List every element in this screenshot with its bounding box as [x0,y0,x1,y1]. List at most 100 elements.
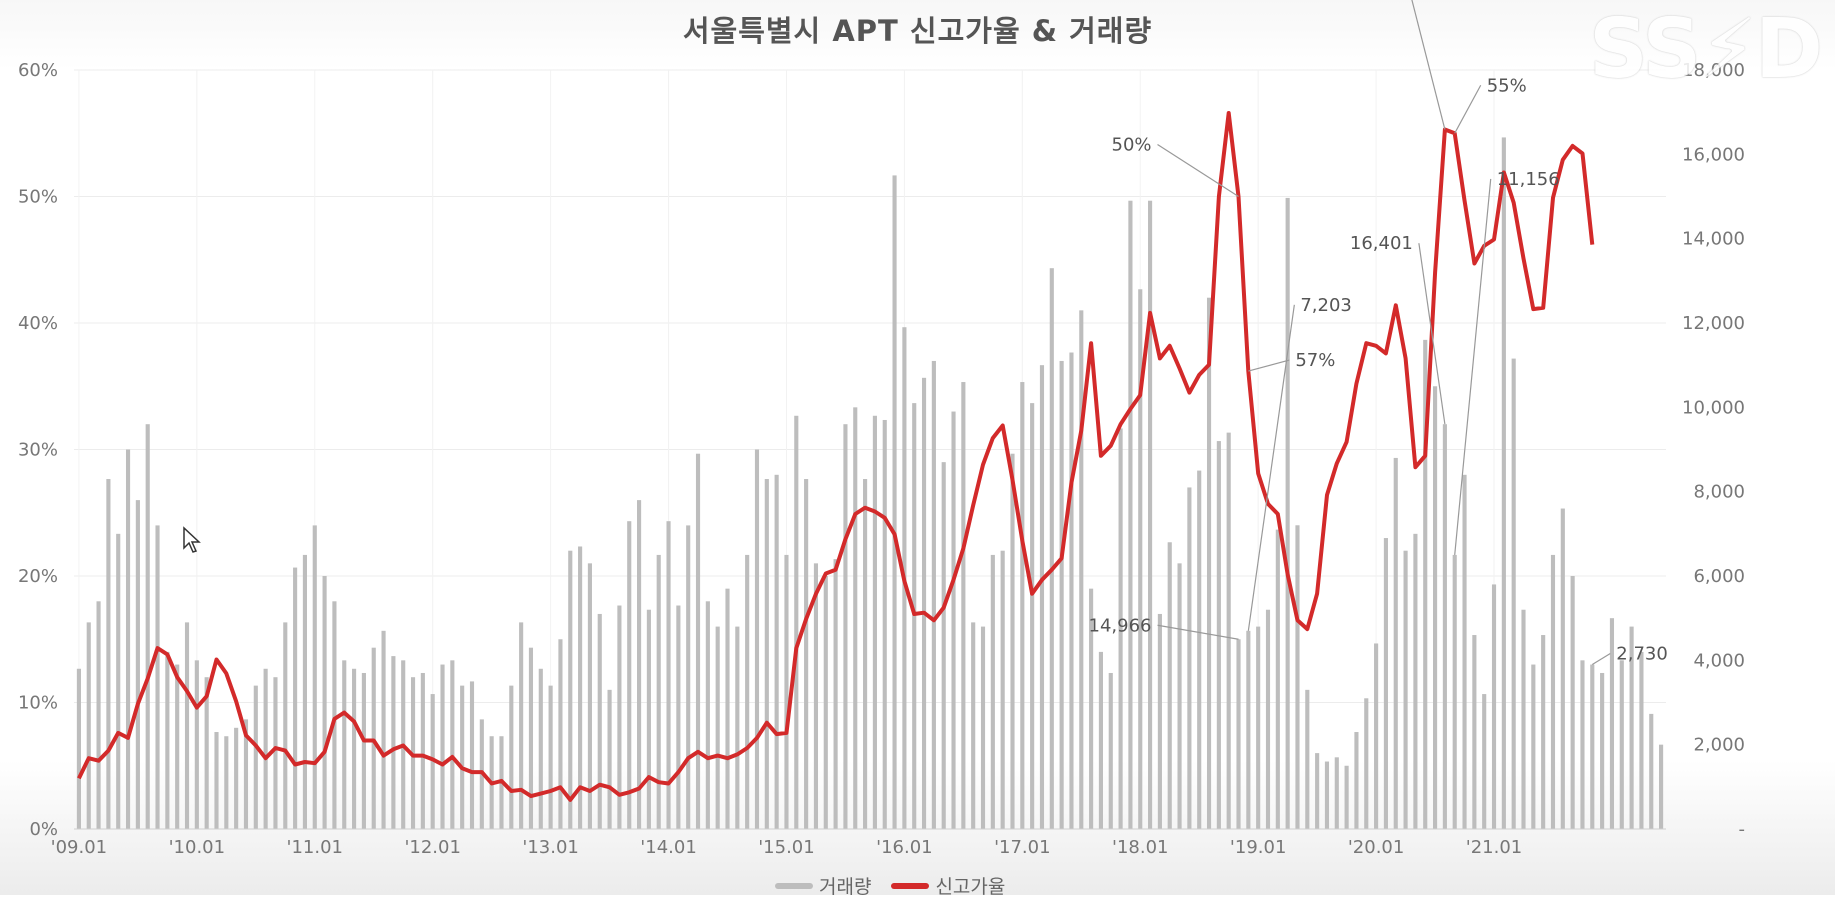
bar [587,563,592,829]
bar [1364,698,1369,829]
legend-item-volume: 거래량 [775,872,871,899]
bar [1639,651,1644,829]
y-left-tick-label: 10% [18,693,58,714]
bar [1619,660,1624,829]
bar [1354,732,1359,829]
bar [1167,542,1172,829]
x-tick-label: '17.01 [994,837,1050,858]
chart-title: 서울특별시 APT 신고가율 & 거래량 [682,14,1153,48]
annotation-label: 14,966 [1089,615,1152,636]
y-right-tick-label: 10,000 [1682,397,1745,418]
bar [76,668,81,829]
bar [165,651,170,829]
bar [695,453,701,829]
bar [155,525,160,829]
bar [1295,525,1300,829]
bar [312,525,317,829]
y-left-tick-label: 40% [18,313,58,334]
bar [1246,630,1251,829]
bar [214,732,219,829]
bar [1148,200,1153,829]
legend-swatch-bar [775,882,813,889]
bar [1216,441,1221,829]
bar [1334,757,1339,829]
bar [1501,137,1506,829]
bar [440,664,445,829]
annotation-leader [1157,624,1239,640]
bar [224,736,229,829]
bar [990,554,995,829]
bar [843,424,848,829]
bar [1236,639,1241,829]
y-left-tick-label: 60% [18,60,58,81]
bar [646,609,651,829]
bar [420,672,425,829]
bar [283,622,288,829]
y-right-tick-label: 2,000 [1693,735,1745,756]
annotation-leader [1418,243,1446,425]
bar [813,563,819,829]
bar [234,727,239,829]
bar [1049,268,1054,829]
bar [1059,360,1064,829]
bar [1315,753,1320,829]
bar [371,647,376,829]
annotation-leader [1454,84,1482,134]
bar [971,622,976,829]
bar [204,677,209,829]
x-tick-label: '18.01 [1112,837,1168,858]
bar [1403,550,1408,829]
bar [184,622,190,829]
annotation-leader [1411,0,1446,130]
bar [627,521,632,829]
y-right-tick-label: 4,000 [1693,650,1745,671]
y-right-tick-label: 12,000 [1682,313,1745,334]
bar [1423,339,1428,829]
bar [725,588,730,829]
bar [951,411,956,829]
bar [863,479,868,829]
y-right-tick-label: 16,000 [1682,144,1745,165]
bar [1206,297,1212,829]
x-tick-label: '11.01 [287,837,343,858]
x-tick-label: '19.01 [1230,837,1286,858]
bar [293,567,298,829]
bar [1010,453,1015,829]
bar [1521,609,1526,829]
bar [381,630,386,829]
bar [86,622,91,829]
bar [145,424,150,829]
bar [558,639,563,829]
bar [175,664,180,829]
y-left-tick-label: 50% [18,187,58,208]
legend-label-rate: 신고가율 [935,876,1006,898]
bar [1138,289,1143,829]
bar [450,660,455,829]
annotation-label: 2,730 [1616,644,1668,665]
bar [1452,554,1457,829]
y-right-tick-label: 6,000 [1693,566,1745,587]
bar [853,407,858,829]
bar [391,656,396,829]
annotation-label: 50% [1112,135,1152,156]
bar [804,479,809,829]
bar [1442,424,1447,829]
annotation-label: 7,203 [1300,295,1352,316]
x-tick-label: '16.01 [876,837,932,858]
bar [460,685,465,829]
bar [666,521,671,829]
bar [519,622,524,829]
chart-legend: 거래량 신고가율 [775,872,1025,899]
bar [754,449,760,829]
bar [1089,588,1094,829]
annotation-leader [1248,359,1290,372]
bar [676,605,681,829]
bar [96,601,101,829]
bar [1560,508,1565,829]
bar [1531,664,1536,829]
bar [1187,487,1192,829]
legend-item-rate: 신고가율 [891,872,1005,899]
bar [1570,576,1575,829]
bar [1285,197,1290,830]
mouse-cursor-icon [183,526,201,553]
